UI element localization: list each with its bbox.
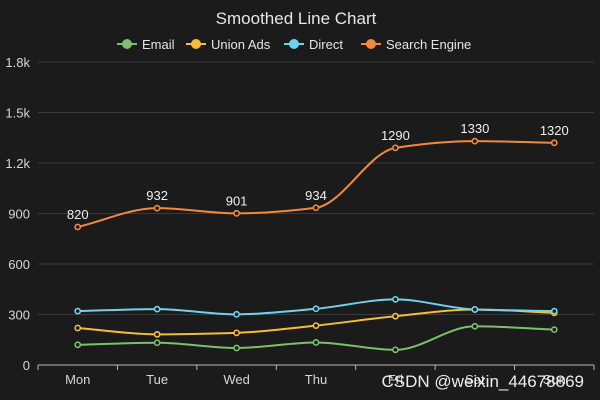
y-tick-label: 600 (8, 257, 30, 272)
series-line (77, 140, 555, 228)
data-point[interactable] (312, 339, 320, 346)
data-label: 1290 (381, 128, 410, 143)
data-point[interactable] (153, 330, 161, 338)
legend-label: Search Engine (386, 37, 471, 52)
x-tick-label: Sat (465, 372, 485, 387)
data-point[interactable] (392, 312, 399, 320)
data-label: 934 (305, 188, 327, 203)
data-point[interactable] (550, 307, 558, 315)
x-tick-label: Thu (305, 372, 327, 387)
legend-item[interactable]: Union Ads (186, 37, 271, 52)
data-label: 820 (67, 207, 89, 222)
data-point[interactable] (153, 305, 161, 313)
data-point[interactable] (550, 326, 558, 334)
legend-label: Union Ads (211, 37, 271, 52)
data-point[interactable] (233, 329, 240, 337)
data-point[interactable] (74, 223, 82, 231)
y-tick-label: 300 (8, 308, 30, 323)
data-label: 1330 (460, 121, 489, 136)
x-tick-label: Wed (223, 372, 250, 387)
data-point[interactable] (153, 204, 161, 212)
data-point[interactable] (471, 137, 479, 145)
legend-label: Direct (309, 37, 343, 52)
x-tick-label: Tue (146, 372, 168, 387)
x-tick-label: Fri (388, 372, 403, 387)
data-point[interactable] (471, 306, 479, 313)
x-tick-label: Sun (543, 372, 566, 387)
series-line (77, 308, 555, 336)
data-point[interactable] (312, 322, 320, 330)
watermark: CSDN @weixin_44678869 (382, 372, 584, 391)
series-line (77, 325, 555, 351)
series-group: 820 932 901 934 1290 1330 1320 (67, 121, 569, 231)
chart-title: Smoothed Line Chart (216, 9, 377, 28)
legend-circle-marker (289, 39, 299, 49)
y-gridlines (38, 61, 594, 315)
x-tick-label: Mon (65, 372, 90, 387)
data-point[interactable] (153, 339, 161, 347)
legend-circle-marker (122, 39, 132, 49)
y-tick-label: 1.8k (5, 55, 30, 70)
y-tick-label: 1.5k (5, 106, 30, 121)
legend-label: Email (142, 37, 175, 52)
data-point[interactable] (233, 344, 240, 352)
data-point[interactable] (74, 307, 82, 315)
data-point[interactable] (233, 310, 240, 318)
y-tick-label: 900 (8, 207, 30, 222)
series-group (74, 322, 558, 354)
data-point[interactable] (74, 324, 82, 332)
legend-circle-marker (191, 39, 201, 49)
data-point[interactable] (312, 204, 320, 212)
data-point[interactable] (312, 305, 320, 313)
data-label: 901 (226, 193, 248, 208)
y-tick-label: 1.2k (5, 156, 30, 171)
data-point[interactable] (392, 346, 399, 354)
legend-item[interactable]: Email (117, 37, 175, 52)
data-point[interactable] (74, 341, 82, 349)
data-point[interactable] (233, 209, 240, 217)
data-point[interactable] (392, 295, 399, 303)
data-point[interactable] (550, 139, 558, 147)
legend-item[interactable]: Direct (284, 37, 343, 52)
y-tick-label: 0 (23, 358, 30, 373)
legend-item[interactable]: Search Engine (361, 37, 471, 52)
data-point[interactable] (471, 322, 479, 330)
legend-circle-marker (366, 39, 376, 49)
legend: Email Union Ads Direct Search Engine (117, 37, 471, 52)
data-label: 1320 (540, 123, 569, 138)
data-label: 932 (146, 188, 168, 203)
data-point[interactable] (392, 144, 399, 152)
series-group (74, 295, 558, 318)
